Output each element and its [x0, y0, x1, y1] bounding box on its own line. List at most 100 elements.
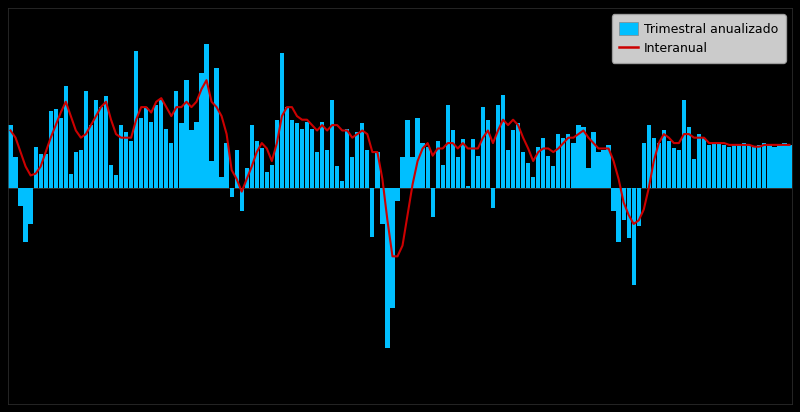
Bar	[395, 188, 400, 201]
Bar	[350, 157, 354, 188]
Bar	[214, 68, 218, 188]
Bar	[642, 143, 646, 188]
Bar	[89, 125, 93, 188]
Bar	[274, 120, 279, 188]
Bar	[184, 80, 189, 188]
Bar	[164, 129, 169, 188]
Bar	[159, 100, 163, 188]
Bar	[43, 154, 48, 188]
Bar	[104, 96, 108, 188]
Bar	[692, 159, 696, 188]
Bar	[370, 188, 374, 236]
Bar	[129, 141, 134, 188]
Bar	[672, 148, 676, 188]
Bar	[49, 111, 53, 188]
Bar	[767, 145, 771, 188]
Bar	[415, 118, 420, 188]
Bar	[470, 140, 475, 188]
Bar	[677, 150, 681, 188]
Bar	[305, 122, 309, 188]
Bar	[345, 129, 350, 188]
Bar	[406, 120, 410, 188]
Bar	[375, 152, 379, 188]
Bar	[602, 150, 606, 188]
Bar	[360, 123, 365, 188]
Bar	[491, 188, 495, 208]
Bar	[551, 166, 555, 188]
Bar	[210, 161, 214, 188]
Bar	[94, 100, 98, 188]
Bar	[687, 127, 691, 188]
Bar	[38, 154, 43, 188]
Bar	[772, 147, 777, 188]
Bar	[254, 141, 259, 188]
Bar	[430, 188, 435, 217]
Bar	[109, 165, 113, 188]
Bar	[461, 140, 465, 188]
Bar	[23, 188, 28, 242]
Bar	[591, 132, 596, 188]
Bar	[280, 53, 284, 188]
Bar	[400, 157, 405, 188]
Bar	[617, 188, 621, 242]
Bar	[496, 105, 500, 188]
Bar	[245, 168, 249, 188]
Bar	[34, 147, 38, 188]
Bar	[622, 188, 626, 220]
Bar	[250, 125, 254, 188]
Bar	[571, 143, 575, 188]
Bar	[295, 123, 299, 188]
Bar	[204, 44, 209, 188]
Bar	[260, 148, 264, 188]
Bar	[456, 157, 460, 188]
Bar	[611, 188, 616, 211]
Bar	[84, 91, 88, 188]
Bar	[124, 132, 128, 188]
Bar	[365, 150, 370, 188]
Bar	[421, 143, 425, 188]
Bar	[787, 145, 792, 188]
Bar	[762, 143, 766, 188]
Bar	[325, 150, 330, 188]
Bar	[646, 125, 651, 188]
Bar	[270, 165, 274, 188]
Bar	[69, 173, 73, 188]
Bar	[717, 143, 722, 188]
Bar	[64, 86, 68, 188]
Bar	[526, 163, 530, 188]
Bar	[14, 157, 18, 188]
Bar	[234, 150, 239, 188]
Bar	[747, 145, 751, 188]
Bar	[631, 188, 636, 285]
Bar	[315, 152, 319, 188]
Bar	[194, 122, 198, 188]
Bar	[737, 145, 742, 188]
Bar	[179, 123, 183, 188]
Bar	[320, 122, 324, 188]
Bar	[335, 166, 339, 188]
Bar	[300, 129, 304, 188]
Bar	[757, 145, 762, 188]
Bar	[778, 145, 782, 188]
Bar	[506, 150, 510, 188]
Bar	[637, 188, 641, 226]
Bar	[702, 138, 706, 188]
Bar	[119, 125, 123, 188]
Bar	[476, 156, 480, 188]
Bar	[230, 188, 234, 197]
Bar	[582, 127, 586, 188]
Bar	[380, 188, 385, 224]
Bar	[626, 188, 631, 239]
Bar	[114, 176, 118, 188]
Bar	[531, 177, 535, 188]
Bar	[139, 118, 143, 188]
Bar	[265, 172, 269, 188]
Bar	[18, 188, 22, 206]
Bar	[239, 188, 244, 211]
Bar	[134, 52, 138, 188]
Legend: Trimestral anualizado, Interanual: Trimestral anualizado, Interanual	[611, 14, 786, 63]
Bar	[652, 138, 656, 188]
Bar	[576, 125, 581, 188]
Bar	[712, 143, 716, 188]
Bar	[516, 123, 520, 188]
